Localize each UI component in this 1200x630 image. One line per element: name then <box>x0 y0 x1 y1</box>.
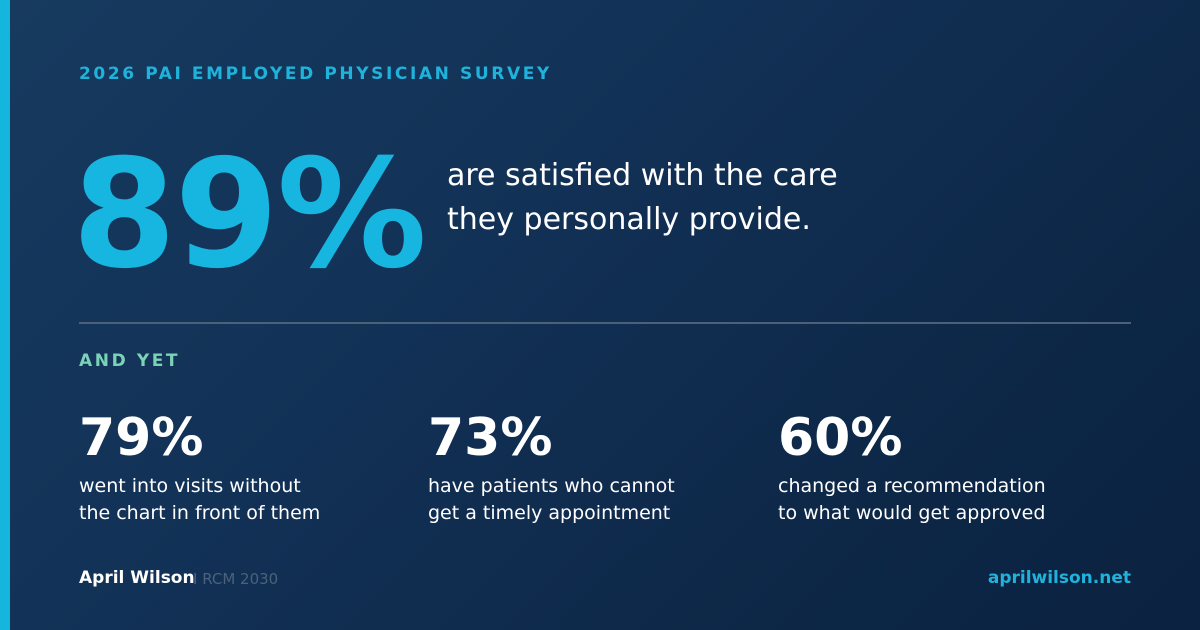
stat-percentage: 79% <box>79 408 204 468</box>
stat-description: have patients who cannot get a timely ap… <box>428 473 748 527</box>
author-name: April Wilson <box>79 568 195 588</box>
stat-description-line: to what would get approved <box>778 502 1046 524</box>
website-link[interactable]: aprilwilson.net <box>987 568 1131 588</box>
stat-description-line: get a timely appointment <box>428 502 671 524</box>
accent-bar <box>0 0 10 630</box>
hero-description-line: they personally provide. <box>447 202 811 237</box>
divider <box>79 322 1131 324</box>
eyebrow-title: 2026 PAI EMPLOYED PHYSICIAN SURVEY <box>79 64 552 84</box>
author-tag: I RCM 2030 <box>193 570 279 588</box>
stat-percentage: 73% <box>428 408 553 468</box>
stat-block: 79% went into visits without the chart i… <box>79 405 399 527</box>
subhead: AND YET <box>79 351 181 371</box>
stat-description: went into visits without the chart in fr… <box>79 473 399 527</box>
stat-description-line: went into visits without <box>79 475 301 497</box>
stat-description: changed a recommendation to what would g… <box>778 473 1098 527</box>
stat-percentage: 60% <box>778 408 903 468</box>
stat-block: 73% have patients who cannot get a timel… <box>428 405 748 527</box>
hero-percentage: 89% <box>72 128 427 302</box>
stat-description-line: the chart in front of them <box>79 502 321 524</box>
hero-description: are satisfied with the care they persona… <box>447 154 877 242</box>
hero-description-line: are satisfied with the care <box>447 158 838 193</box>
stat-description-line: have patients who cannot <box>428 475 675 497</box>
stat-description-line: changed a recommendation <box>778 475 1046 497</box>
stat-block: 60% changed a recommendation to what wou… <box>778 405 1098 527</box>
